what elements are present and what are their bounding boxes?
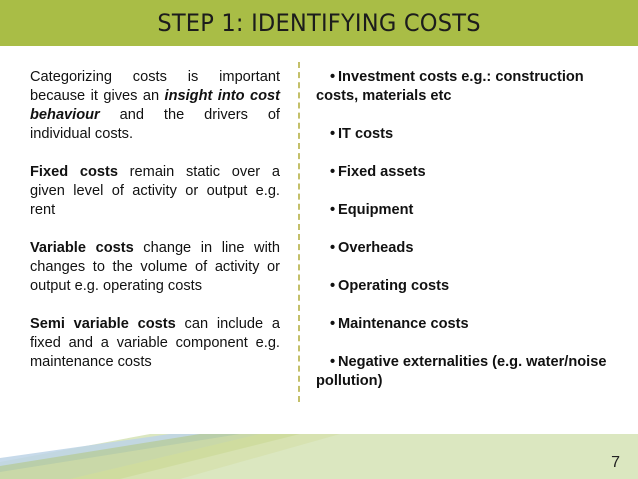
cost-list: • Investment costs e.g.: construction cos… bbox=[316, 68, 616, 410]
intro-paragraph: Categorizing costs is important because … bbox=[30, 68, 280, 144]
footer-decoration bbox=[0, 434, 638, 479]
list-item: • Negative externalities (e.g. water/nois… bbox=[316, 353, 616, 391]
column-divider bbox=[298, 62, 300, 402]
fixed-costs-text: remain static over a given level of acti… bbox=[30, 164, 280, 218]
fixed-costs-paragraph: Fixed costs remain static over a given l… bbox=[30, 163, 280, 220]
list-item-text: Equipment bbox=[338, 202, 414, 218]
variable-costs-paragraph: Variable costs change in line with chang… bbox=[30, 239, 280, 296]
variable-costs-term: Variable costs bbox=[30, 240, 134, 256]
bullet-icon: • bbox=[330, 69, 336, 85]
intro-text-start: Categorizing costs is important because … bbox=[30, 69, 280, 104]
list-item-text: Negative externalities (e.g. water/noise… bbox=[316, 354, 607, 389]
bullet-icon: • bbox=[330, 126, 336, 142]
list-item: • Equipment bbox=[316, 201, 616, 220]
intro-text-end: and the drivers of individual costs. bbox=[30, 107, 280, 142]
list-item: • IT costs bbox=[316, 125, 616, 144]
list-item-text: Overheads bbox=[338, 240, 414, 256]
list-item: • Maintenance costs bbox=[316, 315, 616, 334]
intro-emphasis: insight into cost behaviour bbox=[30, 88, 280, 123]
list-item-text: Investment costs e.g.: construction cost… bbox=[316, 69, 584, 104]
list-item-text: Maintenance costs bbox=[338, 316, 469, 332]
page-number: 7 bbox=[611, 454, 620, 471]
title-bar: STEP 1: IDENTIFYING COSTS bbox=[0, 0, 638, 46]
semi-variable-costs-paragraph: Semi variable costs can include a fixed … bbox=[30, 315, 280, 372]
slide-title: STEP 1: IDENTIFYING COSTS bbox=[157, 9, 481, 37]
list-item: • Overheads bbox=[316, 239, 616, 258]
variable-costs-text: change in line with changes to the volum… bbox=[30, 240, 280, 294]
bullet-icon: • bbox=[330, 278, 336, 294]
list-item-text: Operating costs bbox=[338, 278, 450, 294]
semi-variable-costs-text: can include a fixed and a variable compo… bbox=[30, 316, 280, 370]
list-item-text: IT costs bbox=[338, 126, 394, 142]
list-item-text: Fixed assets bbox=[338, 164, 426, 180]
list-item: • Investment costs e.g.: construction cos… bbox=[316, 68, 616, 106]
list-item: • Operating costs bbox=[316, 277, 616, 296]
bullet-icon: • bbox=[330, 202, 336, 218]
list-item: • Fixed assets bbox=[316, 163, 616, 182]
bullet-icon: • bbox=[330, 316, 336, 332]
bullet-icon: • bbox=[330, 240, 336, 256]
bullet-icon: • bbox=[330, 354, 336, 370]
fixed-costs-term: Fixed costs bbox=[30, 164, 118, 180]
semi-variable-costs-term: Semi variable costs bbox=[30, 316, 176, 332]
bullet-icon: • bbox=[330, 164, 336, 180]
left-column: Categorizing costs is important because … bbox=[30, 68, 280, 391]
